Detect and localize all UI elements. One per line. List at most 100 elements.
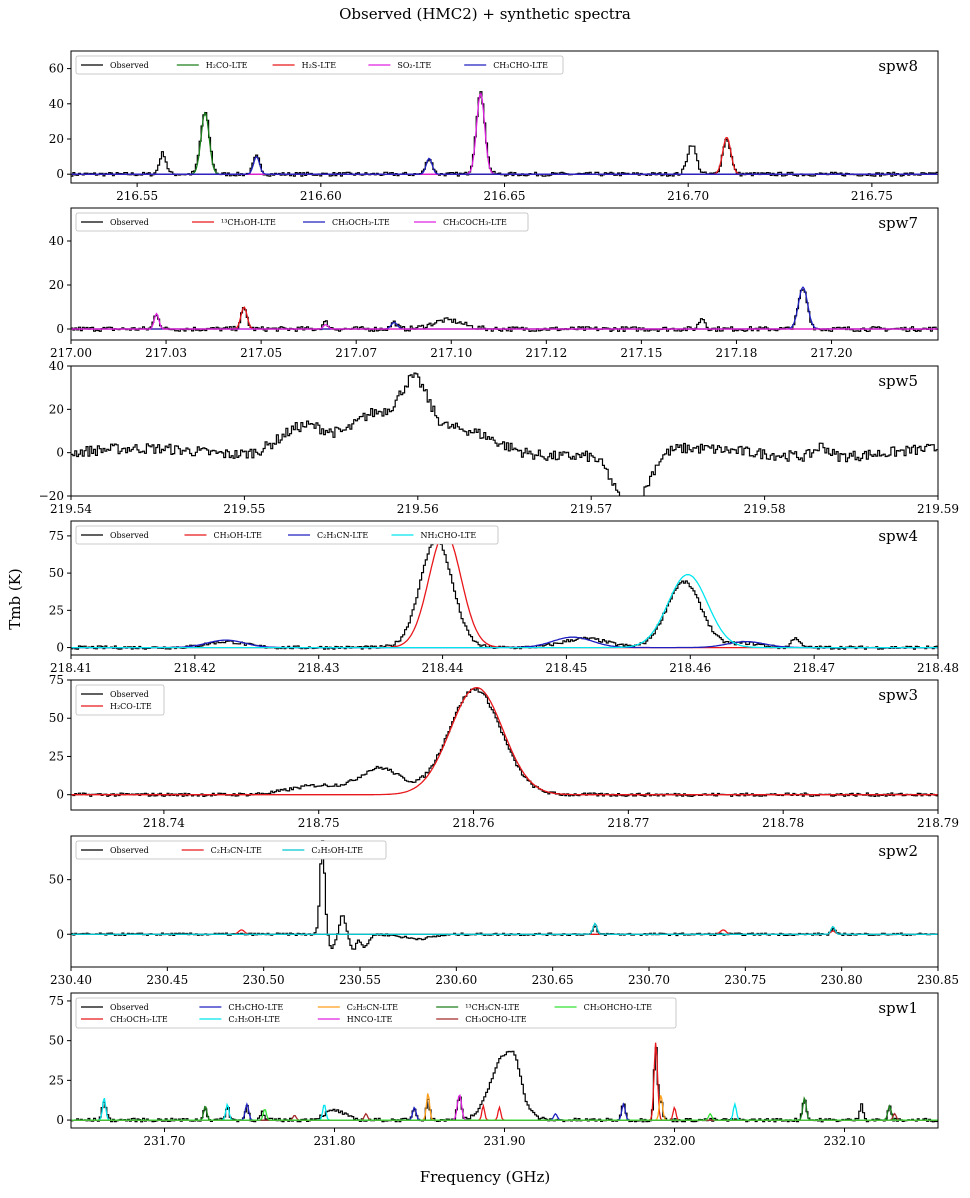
ytick-label: 40 xyxy=(49,234,64,248)
xtick-label: 218.46 xyxy=(669,661,711,675)
observed-spectrum-spw4 xyxy=(71,539,938,650)
legend-spw8: Observed H₂CO-LTE H₂S-LTE SO₂-LTE CH₃CHO-LTE xyxy=(75,55,564,75)
ytick-label: 25 xyxy=(49,603,64,617)
ytick-label: 50 xyxy=(49,1034,64,1048)
spw-label: spw5 xyxy=(878,372,918,390)
ytick-label: 75 xyxy=(49,673,64,687)
xtick-label: 218.77 xyxy=(607,816,649,830)
figure-title: Observed (HMC2) + synthetic spectra xyxy=(339,5,631,23)
axes-spw2 xyxy=(70,835,939,968)
xtick-label: 230.65 xyxy=(532,973,574,987)
legend-entry: CH₃COCH₃-LTE xyxy=(443,218,507,227)
xtick-label: 230.60 xyxy=(435,973,477,987)
xtick-label: 218.78 xyxy=(762,816,804,830)
legend-entry: H₂CO-LTE xyxy=(206,61,248,70)
legend-entry: Observed xyxy=(110,218,149,227)
ytick-label: 40 xyxy=(49,359,64,373)
xtick-label: 230.50 xyxy=(243,973,285,987)
legend-entry: SO₂-LTE xyxy=(397,61,431,70)
xtick-label: 217.00 xyxy=(50,346,92,360)
model-spw8-H₂S-LTE xyxy=(71,136,938,175)
legend-entry: C₂H₃CN-LTE xyxy=(317,531,368,540)
observed-spectrum-spw5 xyxy=(71,372,938,496)
ytick-label: 0 xyxy=(56,641,64,655)
xtick-label: 230.85 xyxy=(917,973,959,987)
xtick-label: 219.59 xyxy=(917,502,959,516)
model-spw7-CH₃OCH₃-LTE xyxy=(71,286,938,330)
xtick-label: 231.90 xyxy=(484,1134,526,1148)
xtick-label: 218.48 xyxy=(917,661,959,675)
xtick-label: 218.76 xyxy=(453,816,495,830)
xtick-label: 219.55 xyxy=(223,502,265,516)
xtick-label: 231.70 xyxy=(144,1134,186,1148)
legend-spw2: Observed C₂H₃CN-LTE C₂H₅OH-LTE xyxy=(75,840,387,860)
legend-entry: CH₃OCH₃-LTE xyxy=(110,1015,168,1024)
legend-entry: H₂CO-LTE xyxy=(110,702,152,711)
legend-entry: CH₃CHO-LTE xyxy=(493,61,548,70)
xtick-label: 218.45 xyxy=(545,661,587,675)
xtick-label: 218.41 xyxy=(50,661,92,675)
legend-spw1: Observed CH₃OCH₃-LTE CH₃CHO-LTE C₂H₅OH-LTE C… xyxy=(75,997,677,1029)
ytick-label: −20 xyxy=(39,489,64,503)
model-spw3-H₂CO-LTE xyxy=(71,687,938,796)
spw-label: spw8 xyxy=(878,57,918,75)
model-spw4-CH₃OH-LTE xyxy=(71,532,938,649)
ytick-label: 20 xyxy=(49,402,64,416)
xtick-label: 218.44 xyxy=(422,661,464,675)
xtick-label: 230.55 xyxy=(339,973,381,987)
model-spw2-C₂H₅OH-LTE xyxy=(71,922,938,935)
legend-entry: ¹³CH₃CN-LTE xyxy=(465,1003,520,1012)
xtick-label: 219.54 xyxy=(50,502,92,516)
legend-entry: Observed xyxy=(110,531,149,540)
xtick-label: 218.75 xyxy=(298,816,340,830)
spw-label: spw7 xyxy=(878,214,918,232)
xtick-label: 230.40 xyxy=(50,973,92,987)
xtick-label: 230.80 xyxy=(821,973,863,987)
xtick-label: 217.15 xyxy=(620,346,662,360)
ytick-label: 60 xyxy=(49,62,64,76)
xtick-label: 231.80 xyxy=(314,1134,356,1148)
ytick-label: 20 xyxy=(49,132,64,146)
ytick-label: 50 xyxy=(49,711,64,725)
observed-spectrum-spw1 xyxy=(71,1047,938,1123)
legend-entry: C₂H₅OH-LTE xyxy=(311,846,363,855)
legend-entry: Observed xyxy=(110,1003,149,1012)
legend-entry: Observed xyxy=(110,846,149,855)
xtick-label: 218.43 xyxy=(298,661,340,675)
model-spw4-NH₂CHO-LTE xyxy=(71,573,938,649)
ytick-label: 25 xyxy=(49,1073,64,1087)
ytick-label: 20 xyxy=(49,278,64,292)
spw-label: spw3 xyxy=(878,686,918,704)
xtick-label: 217.03 xyxy=(145,346,187,360)
panel-spw5: 219.54 219.55 219.56 219.57 219.58 219.59 −20 0… xyxy=(39,359,959,516)
xtick-label: 232.00 xyxy=(654,1134,696,1148)
model-spw8-H₂CO-LTE xyxy=(71,111,938,175)
ytick-label: 75 xyxy=(49,994,64,1008)
xtick-label: 217.18 xyxy=(715,346,757,360)
axes-spw3 xyxy=(70,679,939,811)
legend-entry: Observed xyxy=(110,61,149,70)
legend-entry: C₂H₃CN-LTE xyxy=(211,846,262,855)
xtick-label: 217.20 xyxy=(811,346,853,360)
xtick-label: 218.42 xyxy=(174,661,216,675)
spw-label: spw1 xyxy=(878,999,918,1017)
panel-spw4: 218.41 218.42 218.43 218.44 218.45 218.46 218.… xyxy=(49,520,959,675)
spw-label: spw4 xyxy=(878,527,918,545)
ytick-label: 75 xyxy=(49,529,64,543)
ytick-label: 0 xyxy=(56,1113,64,1127)
ytick-label: 0 xyxy=(56,446,64,460)
ytick-label: 25 xyxy=(49,749,64,763)
legend-entry: CH₃OH-LTE xyxy=(214,531,263,540)
model-spw7-CH₃COCH₃-LTE xyxy=(71,312,938,330)
legend-entry: C₂H₅OH-LTE xyxy=(228,1015,280,1024)
legend-entry: CH₃CHO-LTE xyxy=(228,1003,283,1012)
xtick-label: 217.12 xyxy=(525,346,567,360)
legend-spw7: Observed ¹³CH₃OH-LTE CH₃OCH₃-LTE CH₃COCH₃-L… xyxy=(75,212,529,232)
xtick-label: 216.70 xyxy=(667,189,709,203)
panel-spw2: 230.40 230.45 230.50 230.55 230.60 230.65 230.… xyxy=(49,835,959,987)
legend-entry: ¹³CH₃OH-LTE xyxy=(221,218,276,227)
legend-entry: C₂H₅CN-LTE xyxy=(347,1003,398,1012)
xtick-label: 216.65 xyxy=(484,189,526,203)
panel-spw1: 231.70 231.80 231.90 232.00 232.10 0 25 50 75 spw… xyxy=(49,992,939,1148)
model-spw1-¹³CH₃CN-LTE xyxy=(71,1096,938,1121)
